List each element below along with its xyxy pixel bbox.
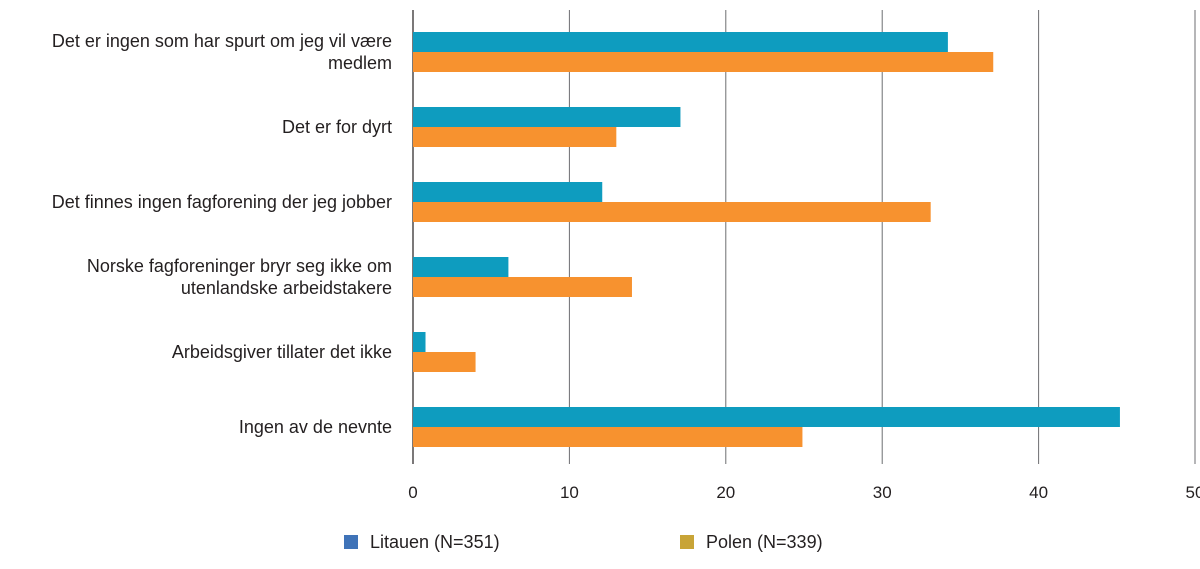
- bar-polen-4: [413, 352, 476, 372]
- legend-swatch-litauen: [344, 535, 358, 549]
- x-tick-label: 20: [716, 483, 735, 502]
- legend: Litauen (N=351) Polen (N=339): [344, 532, 823, 552]
- category-labels: Det er ingen som har spurt om jeg vil væ…: [52, 31, 392, 437]
- legend-swatch-polen: [680, 535, 694, 549]
- category-label: Norske fagforeninger bryr seg ikke om ute…: [87, 256, 392, 298]
- category-label: Arbeidsgiver tillater det ikke: [172, 342, 392, 362]
- bar-litauen-5: [413, 407, 1120, 427]
- bar-litauen-0: [413, 32, 948, 52]
- bar-litauen-2: [413, 182, 603, 202]
- category-label: Ingen av de nevnte: [239, 417, 392, 437]
- x-tick-label: 30: [873, 483, 892, 502]
- bar-litauen-1: [413, 107, 681, 127]
- bar-polen-3: [413, 277, 632, 297]
- x-tick-label: 40: [1029, 483, 1048, 502]
- bar-polen-2: [413, 202, 931, 222]
- bar-polen-0: [413, 52, 994, 72]
- category-label: Det er for dyrt: [282, 117, 392, 137]
- bar-litauen-3: [413, 257, 509, 277]
- category-label: Det finnes ingen fagforening der jeg job…: [52, 192, 392, 212]
- bar-polen-1: [413, 127, 617, 147]
- bar-polen-5: [413, 427, 803, 447]
- legend-label-polen: Polen (N=339): [706, 532, 823, 552]
- x-tick-labels: 0 10 20 30 40 50: [408, 483, 1200, 502]
- grid-lines: [412, 10, 1196, 464]
- bar-litauen-4: [413, 332, 426, 352]
- category-label: Det er ingen som har spurt om jeg vil væ…: [52, 31, 392, 73]
- legend-label-litauen: Litauen (N=351): [370, 532, 500, 552]
- x-tick-label: 10: [560, 483, 579, 502]
- x-tick-label: 0: [408, 483, 417, 502]
- x-tick-label: 50: [1186, 483, 1200, 502]
- bars: [413, 32, 1120, 447]
